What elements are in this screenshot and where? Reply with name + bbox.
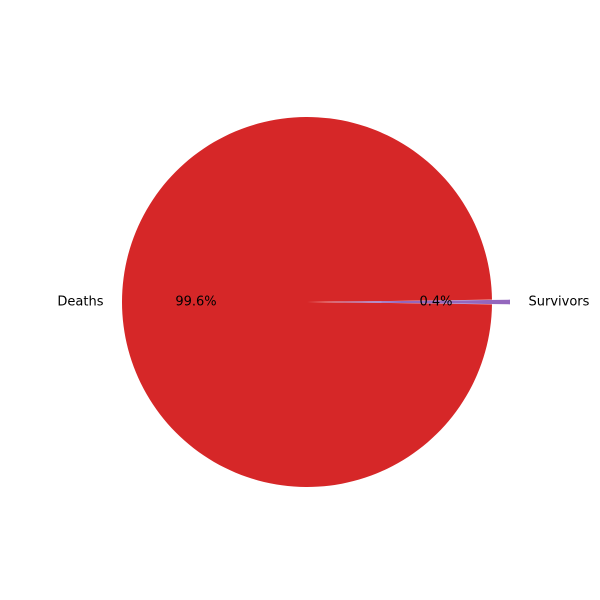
labels-layer: Deaths 99.6% Survivors 0.4% xyxy=(57,295,589,310)
pie-slice-deaths xyxy=(121,117,492,488)
pct-label-survivors: 0.4% xyxy=(419,295,452,310)
slices-layer xyxy=(121,117,510,488)
slice-label-deaths: Deaths xyxy=(57,295,103,310)
pct-label-deaths: 99.6% xyxy=(175,295,216,310)
slice-label-survivors: Survivors xyxy=(529,295,590,310)
pie-slice-survivors xyxy=(325,299,510,305)
